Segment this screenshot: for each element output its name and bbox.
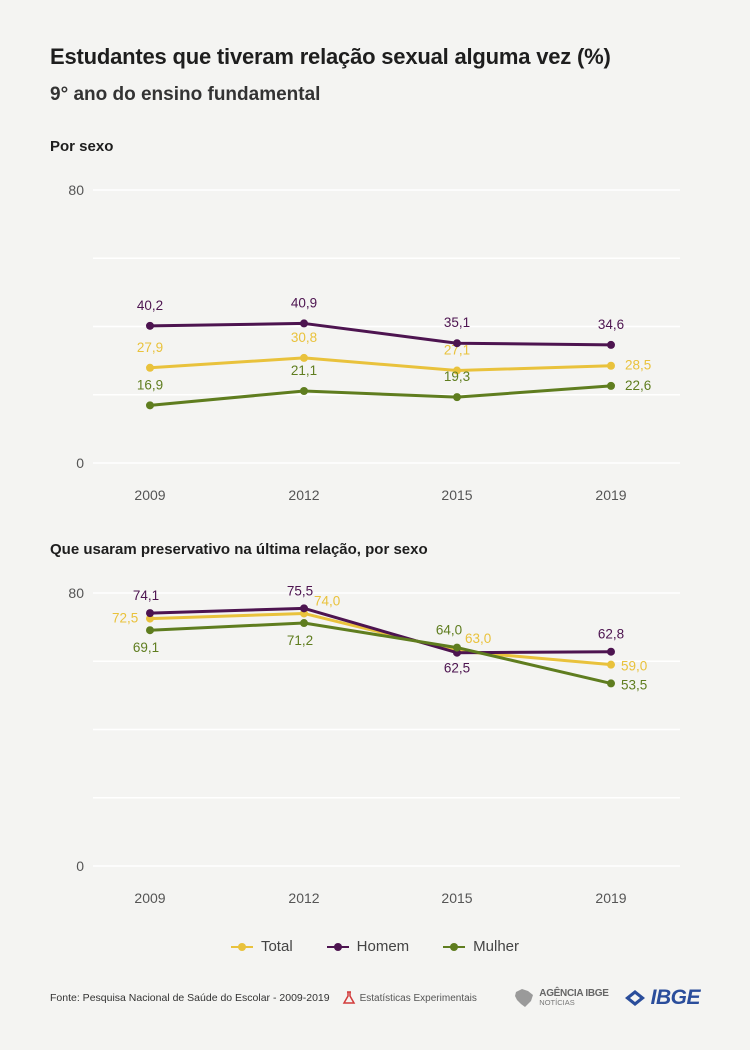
legend-label-mulher: Mulher — [473, 938, 520, 955]
data-label-total: 63,0 — [465, 631, 491, 646]
data-label-mulher: 53,5 — [621, 677, 647, 692]
data-label-homem: 74,1 — [133, 588, 159, 603]
chart-title: Estudantes que tiveram relação sexual al… — [50, 44, 611, 69]
data-point-homem — [146, 609, 154, 618]
y-tick-label: 0 — [76, 858, 84, 874]
data-label-total: 72,5 — [112, 611, 138, 626]
legend-item-homem: Homem — [326, 938, 410, 955]
data-point-total — [146, 363, 154, 372]
data-point-homem — [146, 321, 154, 330]
data-label-total: 27,9 — [137, 340, 163, 355]
experimental-label: Estatísticas Experimentais — [359, 992, 477, 1004]
series-line-homem — [149, 606, 612, 655]
data-point-total — [453, 366, 461, 375]
data-label-mulher: 71,2 — [287, 633, 313, 648]
legend-swatch-mulher — [443, 942, 466, 951]
data-label-homem: 40,9 — [291, 295, 317, 310]
series-line-homem — [149, 321, 612, 347]
legend-swatch-total — [230, 942, 253, 951]
y-tick-label: 80 — [68, 585, 84, 601]
x-tick-label: 2012 — [288, 890, 319, 906]
agencia-logo-bottom: NOTÍCIAS — [539, 998, 575, 1007]
data-point-homem — [607, 647, 615, 656]
legend-swatch-homem — [326, 942, 349, 951]
ibge-logo-text: IBGE — [650, 986, 701, 1009]
x-tick-label: 2019 — [595, 890, 626, 906]
data-label-mulher: 21,1 — [291, 363, 317, 378]
data-label-homem: 62,8 — [598, 627, 624, 642]
y-tick-label: 0 — [76, 455, 84, 471]
data-point-total — [300, 353, 308, 362]
data-point-homem — [300, 319, 308, 328]
data-point-mulher — [146, 401, 154, 410]
series-line-mulher — [149, 384, 612, 407]
data-point-mulher — [300, 619, 308, 628]
data-point-mulher — [300, 386, 308, 395]
data-point-homem — [300, 604, 308, 613]
ibge-logo: IBGE — [623, 986, 701, 1010]
data-label-mulher: 69,1 — [133, 640, 159, 655]
data-point-mulher — [607, 679, 615, 688]
series-line-mulher — [149, 621, 612, 685]
series-line-total — [149, 356, 612, 373]
x-tick-label: 2019 — [595, 487, 626, 503]
brazil-map-icon — [515, 989, 534, 1007]
x-tick-label: 2012 — [288, 487, 319, 503]
data-point-mulher — [607, 381, 615, 390]
legend-label-homem: Homem — [356, 938, 410, 955]
y-tick-label: 80 — [68, 182, 84, 198]
data-point-homem — [607, 340, 615, 349]
data-label-homem: 34,6 — [598, 317, 624, 332]
section-title-preservativo: Que usaram preservativo na última relaçã… — [50, 541, 428, 558]
data-label-homem: 62,5 — [444, 661, 470, 676]
data-point-total — [607, 660, 615, 669]
x-tick-label: 2009 — [134, 487, 165, 503]
data-point-mulher — [146, 626, 154, 635]
line-chart-preservativo: 0 80 2009 2012 2015 2019 72,5 74,0 63,0 59,0 74,1 7… — [68, 583, 680, 906]
x-tick-label: 2015 — [441, 487, 472, 503]
section-title-por-sexo: Por sexo — [50, 138, 114, 155]
data-label-homem: 35,1 — [444, 315, 470, 330]
x-tick-label: 2009 — [134, 890, 165, 906]
data-label-mulher: 64,0 — [436, 623, 462, 638]
data-label-mulher: 22,6 — [625, 378, 651, 393]
data-label-mulher: 16,9 — [137, 377, 163, 392]
data-point-mulher — [453, 393, 461, 402]
data-label-mulher: 19,3 — [444, 369, 470, 384]
data-point-total — [607, 361, 615, 370]
data-label-total: 30,8 — [291, 330, 317, 345]
legend-label-total: Total — [260, 938, 293, 955]
legend-item-total: Total — [230, 938, 293, 955]
data-label-total: 74,0 — [314, 593, 340, 608]
data-point-homem — [453, 339, 461, 348]
agencia-ibge-logo: AGÊNCIA IBGE NOTÍCIAS — [513, 988, 609, 1008]
chart-subtitle: 9° ano do ensino fundamental — [50, 84, 321, 105]
x-tick-label: 2015 — [441, 890, 472, 906]
data-label-homem: 75,5 — [287, 583, 313, 598]
legend-item-mulher: Mulher — [443, 938, 519, 955]
footer: Fonte: Pesquisa Nacional de Saúde do Esc… — [50, 985, 701, 1011]
flask-icon — [342, 991, 355, 1004]
data-label-homem: 40,2 — [137, 298, 163, 313]
agencia-logo-top: AGÊNCIA IBGE — [539, 988, 609, 999]
line-chart-relacao-sexual: 0 80 2009 2012 2015 2019 27,9 30,8 27,1 28,5 40,2 4… — [68, 182, 680, 503]
data-label-total: 59,0 — [621, 659, 647, 674]
data-label-total: 27,1 — [444, 343, 470, 358]
legend: Total Homem Mulher — [0, 938, 750, 955]
source-text: Fonte: Pesquisa Nacional de Saúde do Esc… — [50, 992, 330, 1004]
series-line-total — [149, 611, 612, 667]
data-point-mulher — [453, 643, 461, 652]
experimental-badge: Estatísticas Experimentais — [342, 991, 477, 1005]
ibge-mark-icon — [624, 990, 645, 1006]
data-label-total: 28,5 — [625, 358, 651, 373]
